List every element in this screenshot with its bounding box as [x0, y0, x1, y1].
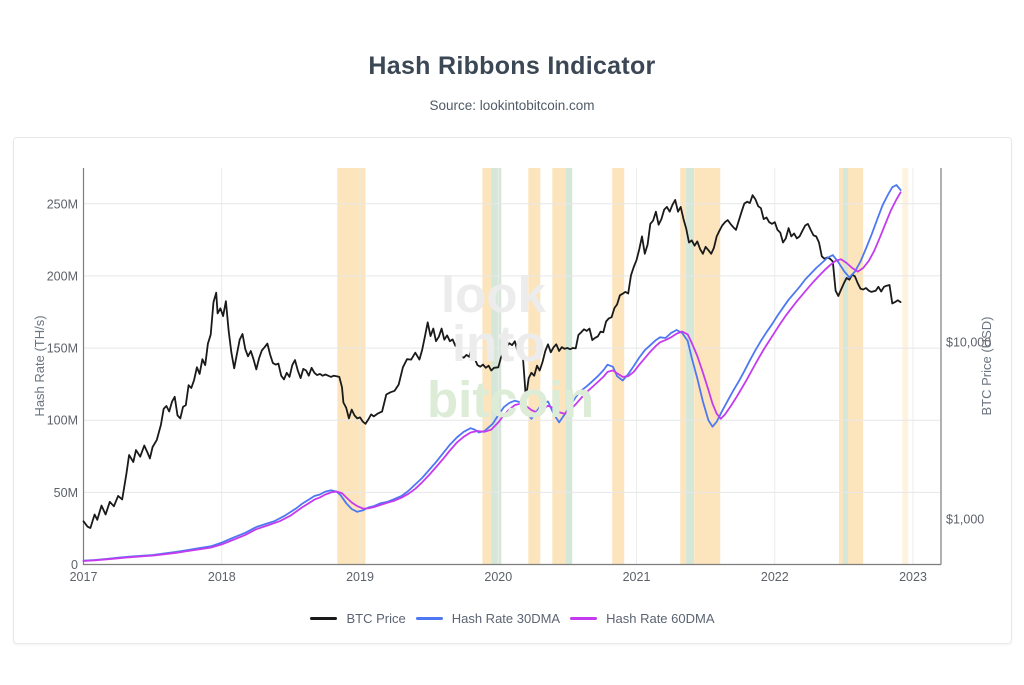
- chart-source: Source: lookintobitcoin.com: [429, 98, 595, 113]
- left-axis-title: Hash Rate (TH/s): [32, 315, 47, 416]
- legend-label: BTC Price: [346, 611, 406, 626]
- signal-band-capitulation: [902, 168, 909, 565]
- legend-label: Hash Rate 60DMA: [606, 611, 715, 626]
- btc-price-line-swatch: [310, 617, 338, 620]
- left-axis-tick-label: 200M: [47, 269, 78, 283]
- x-axis-tick-label: 2022: [761, 570, 789, 584]
- legend-label: Hash Rate 30DMA: [451, 611, 561, 626]
- legend-item-btc-price[interactable]: BTC Price: [310, 611, 406, 626]
- chart-title: Hash Ribbons Indicator: [368, 52, 656, 80]
- legend-item-hash-rate-30dma[interactable]: Hash Rate 30DMA: [415, 611, 561, 626]
- right-axis-title: BTC Price (USD): [979, 317, 994, 416]
- series-hash-rate-60dma[interactable]: [82, 191, 902, 562]
- signal-band-capitulation: [552, 168, 566, 565]
- signal-band-capitulation: [337, 168, 366, 565]
- chart-card: 0 50M 100M 150M 200M 250M 2017 2018 2019 2020 2021…: [13, 137, 1012, 644]
- signal-band-recovery: [686, 168, 695, 565]
- left-axis-tick-label: 100M: [47, 414, 78, 428]
- series-hash-rate-30dma[interactable]: [82, 184, 902, 562]
- signal-band-capitulation: [694, 168, 721, 565]
- signal-band-capitulation: [612, 168, 625, 565]
- right-axis-tick-label: $1,000: [946, 513, 984, 527]
- x-axis-tick-label: 2020: [484, 570, 512, 584]
- x-axis-tick-label: 2023: [899, 570, 927, 584]
- signal-band-capitulation: [680, 168, 687, 565]
- signal-band-recovery: [565, 168, 573, 565]
- hash-rate-30dma-line-swatch: [415, 617, 443, 620]
- left-axis-tick-label: 150M: [47, 342, 78, 356]
- signal-band-capitulation: [848, 168, 864, 565]
- left-axis-tick-label: 0: [71, 558, 78, 572]
- x-axis-tick-label: 2019: [346, 570, 374, 584]
- right-axis-tick-label: $10,000: [946, 336, 991, 350]
- x-axis-tick-label: 2017: [70, 570, 98, 584]
- chart-legend: BTC Price Hash Rate 30DMA Hash Rate 60DM…: [14, 611, 1011, 626]
- signal-band-recovery: [491, 168, 502, 565]
- series-btc-price[interactable]: [82, 194, 902, 529]
- legend-item-hash-rate-60dma[interactable]: Hash Rate 60DMA: [570, 611, 715, 626]
- x-axis-tick-label: 2018: [208, 570, 236, 584]
- x-axis-tick-label: 2021: [623, 570, 651, 584]
- left-axis-tick-label: 50M: [54, 486, 78, 500]
- signal-band-recovery: [843, 168, 848, 565]
- signal-band-capitulation: [528, 168, 541, 565]
- hash-rate-60dma-line-swatch: [570, 617, 598, 620]
- left-axis-tick-label: 250M: [47, 197, 78, 211]
- signal-band-capitulation: [839, 168, 843, 565]
